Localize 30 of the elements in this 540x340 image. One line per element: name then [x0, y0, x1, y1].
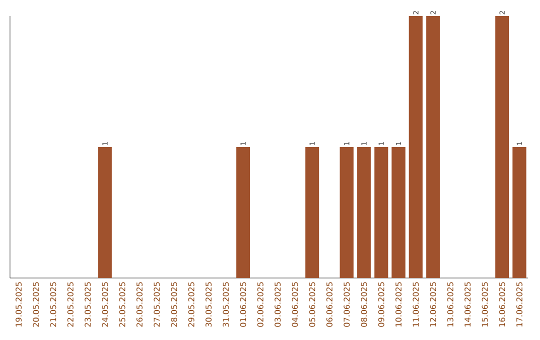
x-tick-label: 24.05.2025 [102, 282, 108, 327]
x-tick-label: 11.06.2025 [412, 282, 419, 326]
x-tick-label: 31.05.2025 [222, 282, 229, 327]
x-tick-label: 26.05.2025 [136, 282, 143, 327]
x-tick-label: 20.05.2025 [32, 282, 39, 327]
x-tick-label: 29.05.2025 [188, 282, 194, 327]
x-tick-label: 25.05.2025 [119, 282, 126, 327]
x-tick-label: 09.06.2025 [378, 282, 384, 327]
x-tick-label: 16.06.2025 [499, 282, 506, 326]
x-tick-label: 15.06.2025 [482, 282, 488, 326]
x-tick-label: 30.05.2025 [206, 282, 212, 327]
x-tick-label: 13.06.2025 [447, 282, 454, 326]
x-tick-label: 01.06.2025 [240, 282, 246, 327]
x-tick-label: 12.06.2025 [430, 282, 436, 326]
x-tick-label: 27.05.2025 [154, 282, 160, 327]
x-tick-label: 05.06.2025 [309, 282, 316, 327]
x-tick-label: 17.06.2025 [516, 282, 522, 326]
x-tick-label: 23.05.2025 [84, 282, 91, 327]
x-tick-label: 10.06.2025 [395, 282, 402, 326]
x-tick-label: 06.06.2025 [326, 282, 332, 327]
x-tick-label: 08.06.2025 [360, 282, 367, 327]
x-tick-label: 19.05.2025 [16, 282, 22, 326]
x-tick-label: 04.06.2025 [292, 282, 298, 327]
x-tick-label: 22.05.2025 [67, 282, 74, 327]
x-tick-label: 07.06.2025 [344, 282, 350, 327]
x-tick-label: 03.06.2025 [274, 282, 281, 327]
x-tick-label: 21.05.2025 [50, 282, 56, 327]
x-tick-label: 14.06.2025 [464, 282, 471, 326]
x-tick-label: 02.06.2025 [257, 282, 264, 327]
x-tick-label: 28.05.2025 [171, 282, 178, 327]
